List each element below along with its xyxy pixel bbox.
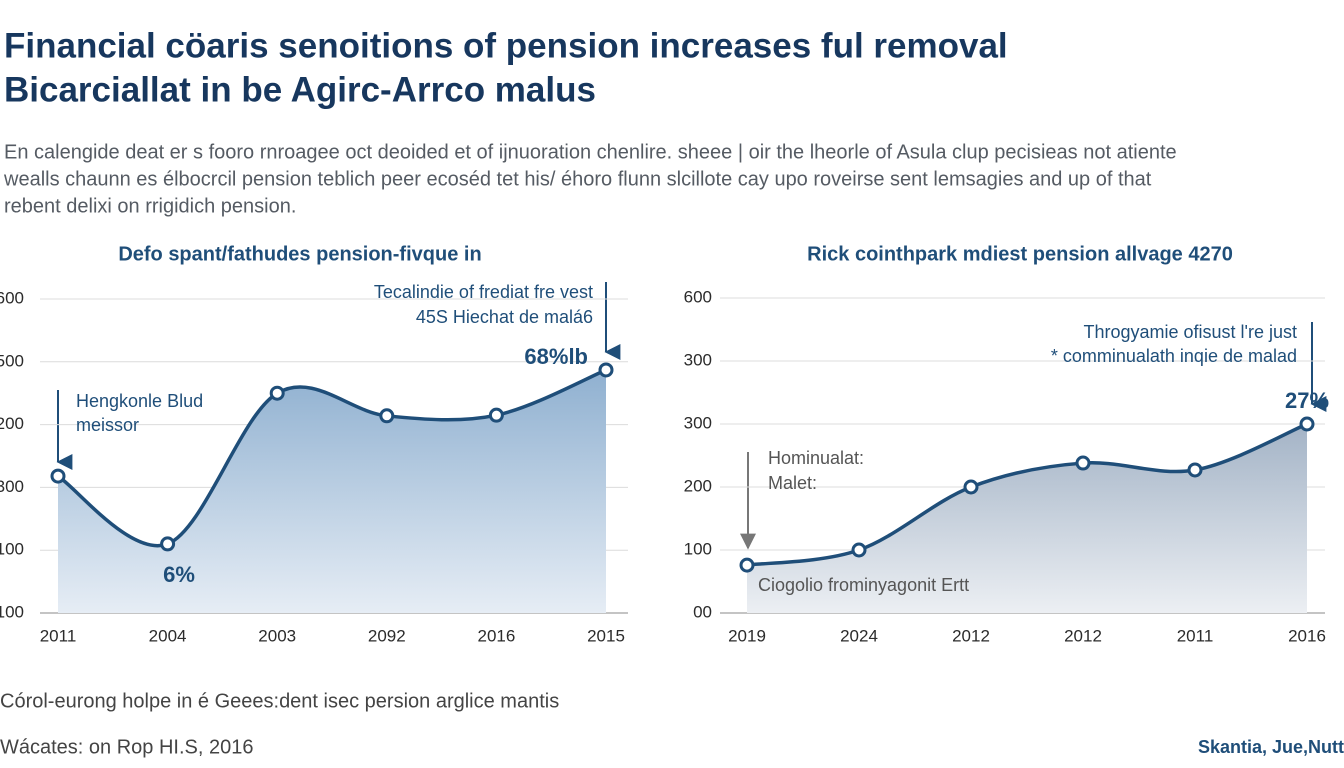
annotation: * comminualath inqie de malad — [1051, 346, 1297, 366]
subtitle: wealls chaunn es élbocrcil pension tebli… — [3, 168, 1152, 190]
annotation: Hominualat: — [768, 448, 864, 468]
area — [58, 369, 606, 613]
chart-title: Defo spant/fathudes pension-fivque in — [118, 243, 481, 265]
point — [598, 362, 614, 378]
brand: Skantia, Jue,Nutt — [1198, 737, 1344, 757]
x-tick-label: 2012 — [1064, 626, 1102, 645]
point — [1187, 462, 1203, 478]
y-tick-label: 500 — [0, 351, 24, 370]
x-tick-label: 2024 — [840, 626, 878, 645]
y-tick-label: 100 — [0, 602, 24, 621]
annotation: 27% — [1285, 388, 1329, 413]
y-tick-label: 600 — [684, 287, 712, 306]
point — [1299, 416, 1315, 432]
chart-title: Rick cointhpark mdiest pension allvage 4… — [807, 243, 1233, 265]
y-tick-label: 200 — [0, 414, 24, 433]
annotation: meissor — [76, 415, 139, 435]
point — [488, 407, 504, 423]
page-title: Financial cöaris senoitions of pension i… — [4, 26, 1008, 65]
annotation: Malet: — [768, 473, 817, 493]
y-tick-label: 100 — [0, 540, 24, 559]
x-tick-label: 2004 — [149, 626, 187, 645]
y-tick-label: 300 — [684, 350, 712, 369]
y-tick-label: 300 — [684, 413, 712, 432]
point — [963, 479, 979, 495]
point — [50, 468, 66, 484]
point — [851, 542, 867, 558]
x-tick-label: 2016 — [477, 626, 515, 645]
annotation: 45S Hiechat de malá6 — [416, 307, 593, 327]
page-title: Bicarciallat in be Agirc-Arrco malus — [4, 70, 596, 109]
annotation: 68%lb — [524, 344, 588, 369]
x-tick-label: 2011 — [40, 626, 77, 645]
x-tick-label: 2011 — [1177, 626, 1214, 645]
x-tick-label: 2003 — [258, 626, 296, 645]
x-tick-label: 2012 — [952, 626, 990, 645]
y-tick-label: 600 — [0, 288, 24, 307]
y-tick-label: 00 — [693, 602, 712, 621]
point — [739, 557, 755, 573]
point — [269, 385, 285, 401]
y-tick-label: 100 — [684, 539, 712, 558]
annotation: Throgyamie ofisust l're just — [1083, 322, 1297, 342]
annotation: Ciogolio frominyagonit Ertt — [758, 575, 969, 595]
annotation: 6% — [163, 562, 195, 587]
x-tick-label: 2016 — [1288, 626, 1326, 645]
subtitle: En calengide deat er s fooro rnroagee oc… — [4, 141, 1177, 163]
annotation: Hengkonle Blud — [76, 391, 203, 411]
x-tick-label: 2015 — [587, 626, 625, 645]
footnote: Córol-eurong holpe in é Geees:dent isec … — [0, 690, 559, 712]
y-tick-label: 200 — [684, 476, 712, 495]
point — [160, 536, 176, 552]
x-tick-label: 2019 — [728, 626, 766, 645]
source: Wácates: on Rop HI.S, 2016 — [0, 736, 253, 758]
y-tick-label: 300 — [0, 477, 24, 496]
x-tick-label: 2092 — [368, 626, 406, 645]
point — [1075, 455, 1091, 471]
area — [747, 424, 1307, 613]
line — [746, 422, 1308, 567]
point — [379, 408, 395, 424]
annotation: Tecalindie of frediat fre vest — [374, 282, 593, 302]
subtitle: rebent delixi on rrigidich pension. — [4, 195, 296, 217]
